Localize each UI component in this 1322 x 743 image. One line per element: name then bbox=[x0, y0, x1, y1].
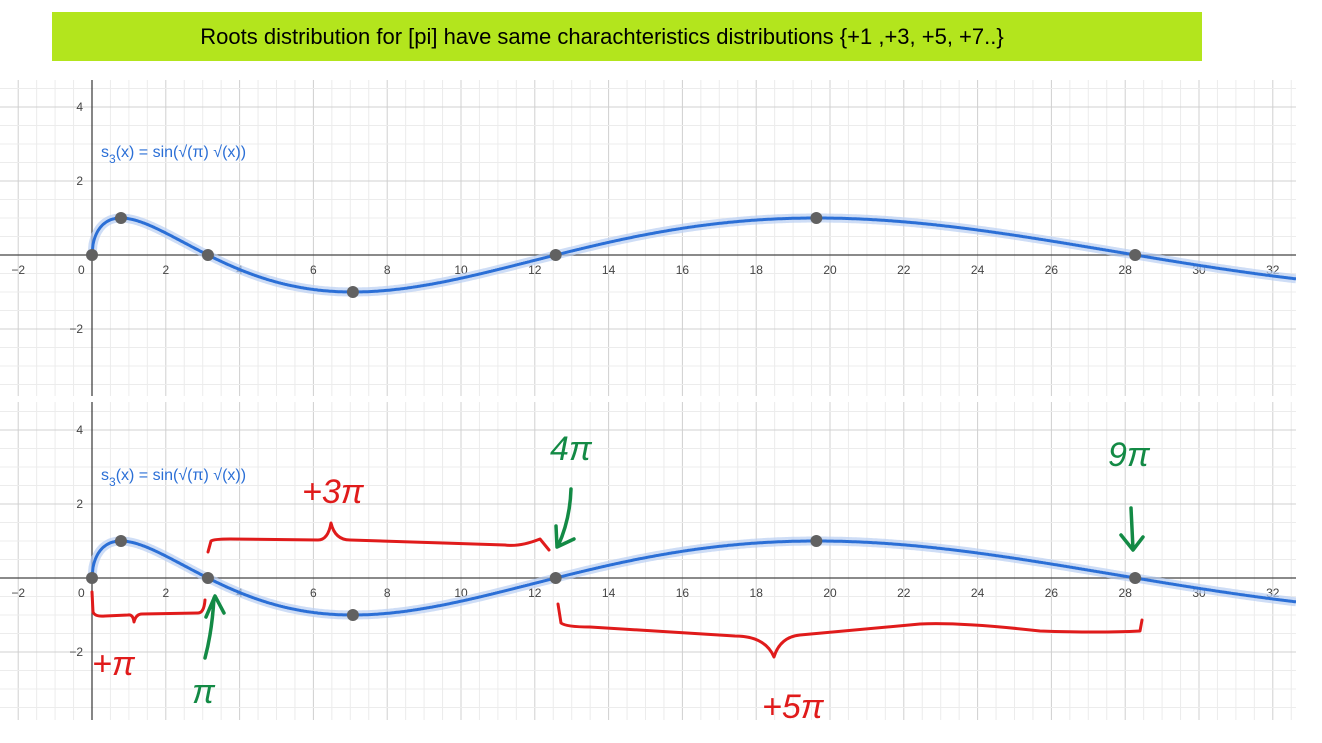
top-graph-panel: −2 0 2 4 6 8 10 12 14 16 18 20 22 24 26 28 30 32−224 bbox=[0, 80, 1296, 396]
key-point bbox=[1129, 249, 1142, 261]
brace-plus-5pi bbox=[556, 602, 1144, 659]
key-point bbox=[549, 249, 562, 261]
x-tick-label: 26 bbox=[1045, 586, 1059, 600]
y-tick-label: 4 bbox=[76, 100, 83, 114]
x-tick-label: 28 bbox=[1119, 586, 1133, 600]
arrow-pi bbox=[203, 594, 226, 660]
key-point bbox=[86, 249, 98, 261]
key-point bbox=[201, 249, 214, 261]
x-tick-label: −2 bbox=[11, 263, 25, 277]
curve-line bbox=[90, 539, 1296, 617]
x-tick-label: 8 bbox=[384, 586, 391, 600]
function-curve bbox=[87, 536, 1296, 620]
key-point bbox=[810, 212, 823, 224]
key-point bbox=[346, 286, 359, 298]
annotation-9pi: 9π bbox=[1108, 436, 1151, 474]
x-tick-label: 22 bbox=[897, 586, 911, 600]
arrow-4pi bbox=[554, 487, 576, 549]
x-tick-label: 2 bbox=[162, 586, 169, 600]
x-tick-label: 20 bbox=[823, 263, 837, 277]
key-point bbox=[86, 572, 98, 584]
annotation-pi: π bbox=[192, 673, 216, 711]
key-point bbox=[114, 535, 127, 547]
annotation-plus-5pi: +5π bbox=[762, 688, 825, 726]
bottom-graph-panel: −2 0 2 4 6 8 10 12 14 16 18 20 22 24 26 28 30 32−224 bbox=[0, 402, 1296, 720]
curve-line bbox=[90, 216, 1296, 294]
x-tick-label: 6 bbox=[310, 586, 317, 600]
x-tick-label: 2 bbox=[162, 263, 169, 277]
y-tick-label: 2 bbox=[76, 174, 83, 188]
key-points bbox=[86, 212, 1142, 298]
annotation-plus-pi: +π bbox=[92, 645, 136, 683]
x-tick-label: 24 bbox=[971, 263, 985, 277]
x-tick-label: 26 bbox=[1045, 263, 1059, 277]
x-tick-label: 6 bbox=[310, 263, 317, 277]
annotation-plus-3pi: +3π bbox=[302, 473, 365, 511]
function-curve bbox=[87, 213, 1296, 297]
x-tick-label: 16 bbox=[676, 263, 690, 277]
x-tick-label: 14 bbox=[602, 263, 616, 277]
key-point bbox=[114, 212, 127, 224]
title-text: Roots distribution for [pi] have same ch… bbox=[200, 23, 1004, 49]
arrow-9pi bbox=[1119, 506, 1145, 552]
y-tick-label: 4 bbox=[76, 423, 83, 437]
y-tick-label: −2 bbox=[69, 322, 83, 336]
y-tick-label: 2 bbox=[76, 497, 83, 511]
x-tick-label: 8 bbox=[384, 263, 391, 277]
x-tick-label: 14 bbox=[602, 586, 616, 600]
x-tick-label: 24 bbox=[971, 586, 985, 600]
x-tick-label: 12 bbox=[528, 263, 542, 277]
annotation-4pi: 4π bbox=[550, 430, 593, 468]
x-tick-label: 28 bbox=[1119, 263, 1133, 277]
annotations bbox=[90, 487, 1145, 660]
x-tick-label: 0 bbox=[78, 263, 85, 277]
x-tick-label: 16 bbox=[676, 586, 690, 600]
key-points bbox=[86, 535, 1142, 621]
key-point bbox=[810, 535, 823, 547]
y-tick-label: −2 bbox=[69, 645, 83, 659]
x-tick-label: 22 bbox=[897, 263, 911, 277]
key-point bbox=[201, 572, 214, 584]
x-tick-label: 12 bbox=[528, 586, 542, 600]
function-label: s3(x) = sin(√(π) √(x)) bbox=[101, 467, 246, 489]
x-tick-label: 18 bbox=[750, 586, 764, 600]
x-tick-label: 0 bbox=[78, 586, 85, 600]
key-point bbox=[346, 609, 359, 621]
brace-plus-pi bbox=[90, 590, 207, 624]
tick-labels: −2 0 2 4 6 8 10 12 14 16 18 20 22 24 26 28 30 32−224 bbox=[11, 423, 1279, 659]
x-tick-label: −2 bbox=[11, 586, 25, 600]
title-banner: Roots distribution for [pi] have same ch… bbox=[52, 12, 1202, 61]
function-label: s3(x) = sin(√(π) √(x)) bbox=[101, 144, 246, 166]
key-point bbox=[1129, 572, 1142, 584]
x-tick-label: 18 bbox=[750, 263, 764, 277]
x-tick-label: 20 bbox=[823, 586, 837, 600]
key-point bbox=[549, 572, 562, 584]
brace-plus-3pi bbox=[206, 521, 551, 554]
